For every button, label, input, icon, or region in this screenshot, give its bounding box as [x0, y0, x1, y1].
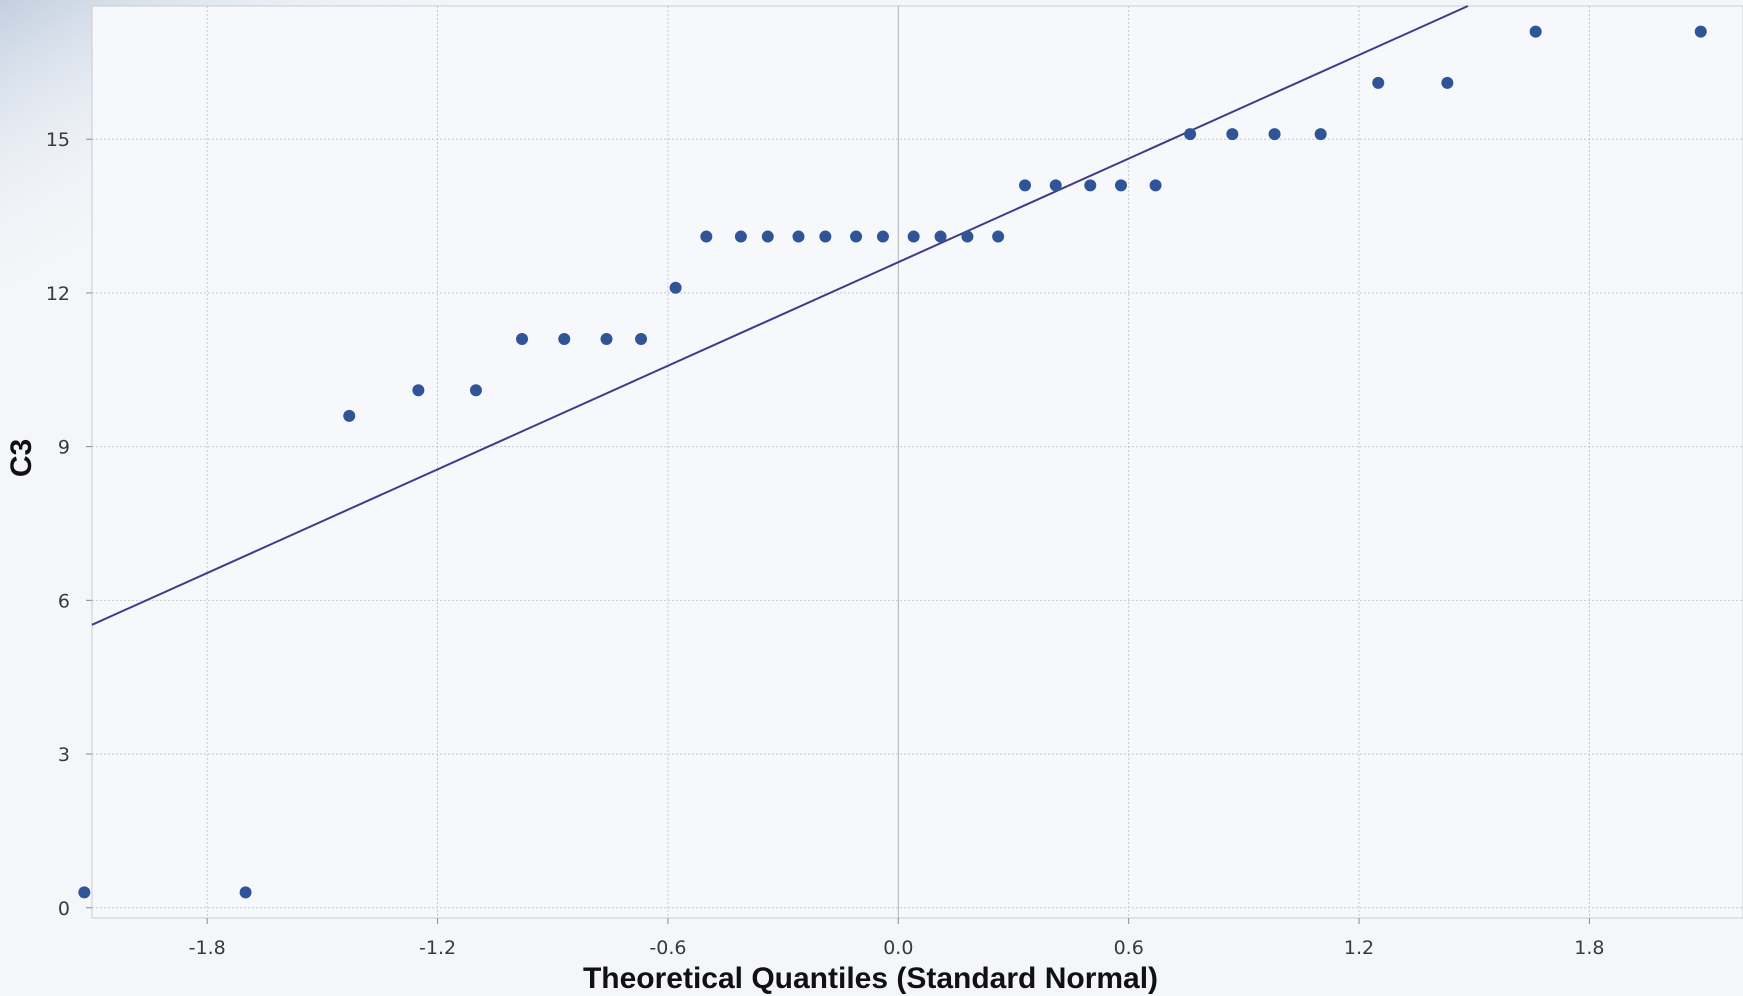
data-point: [1314, 128, 1327, 141]
data-point: [700, 230, 713, 243]
data-point: [669, 281, 682, 294]
y-tick-label: 0: [58, 898, 70, 920]
x-tick-label: 1.8: [1574, 937, 1604, 959]
data-point: [600, 333, 613, 346]
data-point: [1114, 179, 1127, 192]
y-axis-title: C3: [5, 439, 38, 477]
data-point: [734, 230, 747, 243]
data-point: [1529, 25, 1542, 38]
data-point: [1268, 128, 1281, 141]
data-point: [792, 230, 805, 243]
x-axis-ticks: -1.8 -1.2 -0.6 0.0 0.6 1.2 1.8: [189, 918, 1605, 959]
data-points: [78, 25, 1707, 899]
x-axis-title: Theoretical Quantiles (Standard Normal): [583, 962, 1158, 995]
x-tick-label: -1.8: [189, 937, 226, 959]
y-tick-label: 3: [58, 744, 70, 766]
plot-area: [91, 5, 1743, 919]
y-tick-label: 12: [46, 283, 70, 305]
y-axis-ticks: 0 3 6 9 12 15: [46, 129, 92, 920]
data-point: [992, 230, 1005, 243]
data-point: [761, 230, 774, 243]
data-point: [635, 333, 648, 346]
data-point: [1184, 128, 1197, 141]
data-point: [78, 886, 91, 899]
x-tick-label: -0.6: [649, 937, 686, 959]
data-point: [1372, 76, 1385, 89]
y-tick-label: 9: [58, 437, 70, 459]
y-tick-label: 6: [58, 590, 70, 612]
data-point: [907, 230, 920, 243]
data-point: [876, 230, 889, 243]
data-point: [1019, 179, 1032, 192]
data-point: [343, 409, 356, 422]
data-point: [1049, 179, 1062, 192]
x-tick-label: 1.2: [1344, 937, 1374, 959]
data-point: [1149, 179, 1162, 192]
data-point: [558, 333, 571, 346]
data-point: [516, 333, 529, 346]
data-point: [961, 230, 974, 243]
x-tick-label: -1.2: [419, 937, 456, 959]
data-point: [1226, 128, 1239, 141]
x-tick-label: 0.6: [1114, 937, 1144, 959]
x-tick-label: 0.0: [883, 937, 913, 959]
y-tick-label: 15: [46, 129, 70, 151]
reference-line: [91, 5, 1469, 626]
data-point: [1694, 25, 1707, 38]
data-point: [239, 886, 252, 899]
data-point: [1441, 76, 1454, 89]
data-point: [850, 230, 863, 243]
data-point: [934, 230, 947, 243]
data-point: [819, 230, 832, 243]
data-point: [412, 384, 425, 397]
data-point: [469, 384, 482, 397]
data-point: [1084, 179, 1097, 192]
